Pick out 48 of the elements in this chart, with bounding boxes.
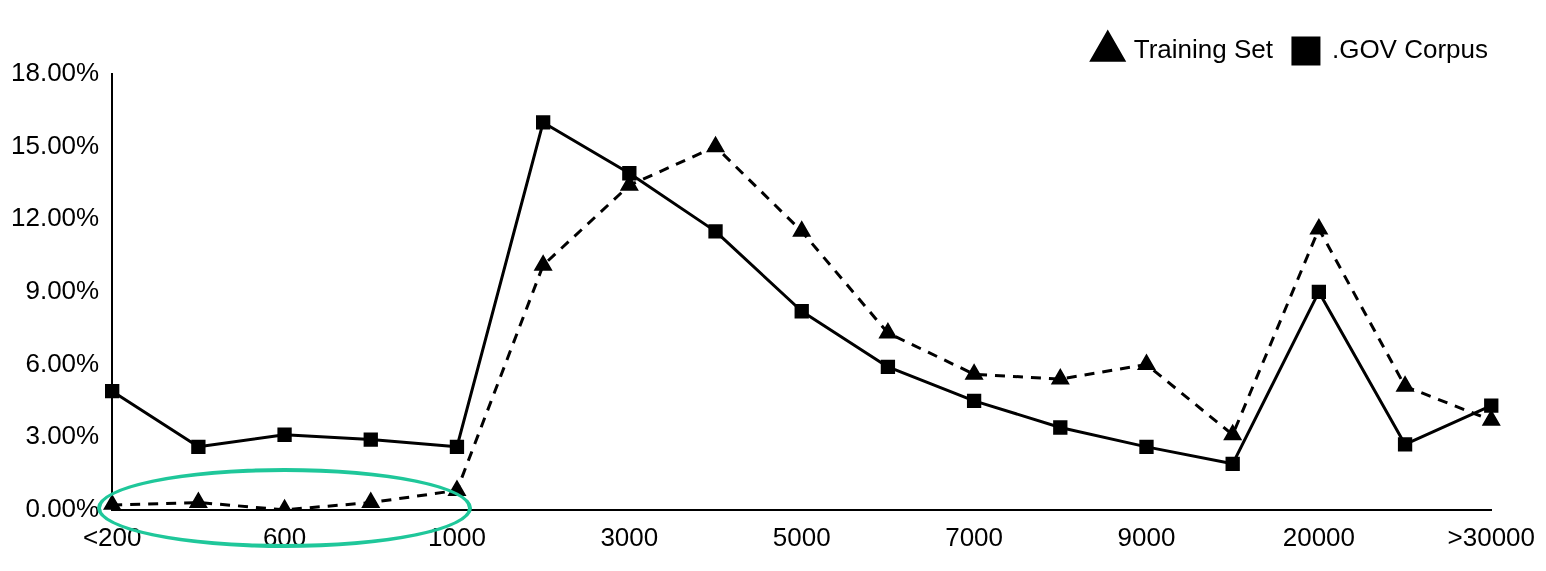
point [880,359,896,375]
point [1310,219,1328,235]
x-tick-label: 5000 [772,521,831,552]
point [965,364,983,380]
point [622,166,637,181]
point [1053,420,1068,435]
legend-label: Training Set [1133,34,1274,65]
point [189,493,207,509]
point [1484,398,1499,413]
x-tick-label: 20000 [1282,521,1356,552]
point [708,224,723,239]
y-tick-label: 15.00% [10,129,100,160]
point [277,427,292,442]
point [707,137,724,153]
x-tick-label: 1000 [428,521,486,552]
x-tick-label: 9000 [1117,521,1176,552]
y-tick-label: 18.00% [10,57,100,88]
y-tick-label: 9.00% [25,275,100,306]
point [103,495,121,510]
x-tick-label: 7000 [945,521,1004,552]
point [1224,425,1242,441]
point [535,115,551,130]
point [1138,355,1155,371]
point [793,221,811,237]
point [534,255,552,271]
point [363,432,378,447]
point [1397,437,1413,452]
point [966,393,982,409]
point [1225,456,1240,471]
y-tick-label: 12.00% [10,202,100,233]
point [879,323,897,339]
point [191,439,206,455]
point [1396,376,1414,392]
point [1311,284,1327,300]
x-tick-label: >30000 [1447,521,1535,552]
point [794,304,809,319]
x-tick-label: 3000 [600,521,659,552]
point [449,439,465,455]
x-tick-label: <200 [82,521,142,552]
legend-label: .GOV Corpus [1331,34,1489,65]
y-tick-label: 6.00% [25,347,100,378]
y-tick-label: 3.00% [25,420,100,451]
point [1139,439,1154,455]
y-tick-label: 0.00% [25,492,100,523]
point [362,493,380,509]
point [105,384,120,399]
point [1051,369,1069,385]
point [1482,410,1500,426]
